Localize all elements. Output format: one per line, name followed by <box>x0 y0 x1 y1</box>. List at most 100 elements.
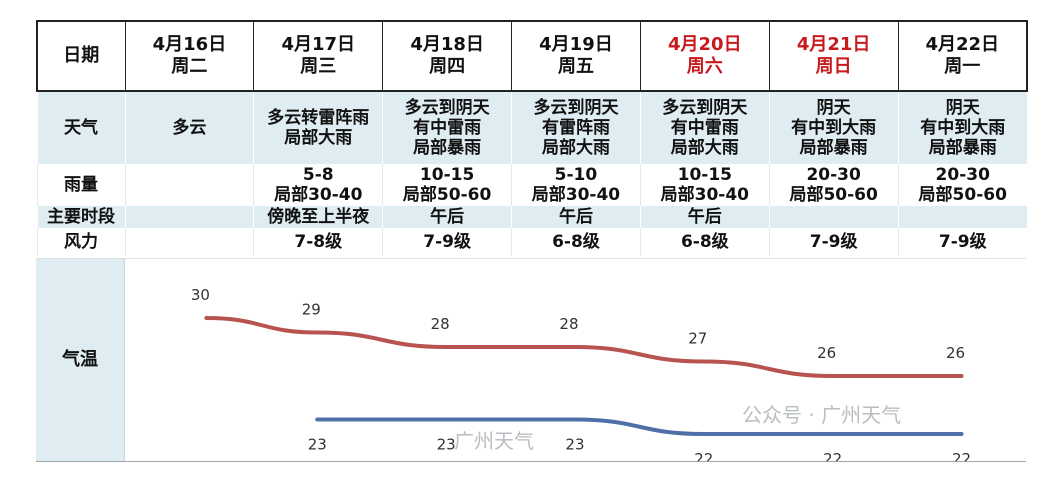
watermark-left: 广州天气 <box>454 429 534 453</box>
rain-cell-7-line-1: 20-30 <box>935 165 990 185</box>
time-cell-3: 午后 <box>382 206 512 228</box>
high-temp-label-1: 30 <box>191 286 210 304</box>
low-temp-label-4: 23 <box>565 436 584 454</box>
date-cell-5-line-1: 4月20日 <box>668 34 742 55</box>
wind-cell-6: 7-9级 <box>768 228 899 256</box>
date-cell-4: 4月19日 周五 <box>511 20 641 92</box>
weather-cell-2: 多云转雷阵雨 局部大雨 <box>253 91 383 164</box>
weather-cell-1-line-1: 多云 <box>172 118 207 138</box>
time-cell-2-line-1: 傍晚至上半夜 <box>267 207 370 227</box>
wind-cell-4: 6-8级 <box>511 228 641 256</box>
date-cell-7: 4月22日 周一 <box>897 20 1028 92</box>
weather-cell-3: 多云到阴天 有中雷雨 局部暴雨 <box>382 91 512 164</box>
weather-cell-7: 阴天 有中到大雨 局部暴雨 <box>897 91 1027 164</box>
high-temp-label-2: 29 <box>302 301 321 319</box>
weather-cell-3-line-1: 多云到阴天 <box>404 98 490 118</box>
weather-cell-5-line-2: 有中雷雨 <box>670 118 739 138</box>
weather-cell-6-line-3: 局部暴雨 <box>799 138 868 158</box>
rain-cell-2-line-1: 5-8 <box>302 165 334 185</box>
time-cell-3-line-1: 午后 <box>430 207 465 227</box>
rain-cell-2-line-2: 局部30-40 <box>274 185 363 205</box>
row-label-wind: 风力 <box>36 228 125 256</box>
weather-cell-3-line-2: 有中雷雨 <box>413 118 482 138</box>
high-temp-label-3: 28 <box>431 315 450 333</box>
row-label-rain: 雨量 <box>36 164 125 206</box>
weather-cell-2-line-1: 多云转雷阵雨 <box>267 108 370 128</box>
time-cell-5-line-1: 午后 <box>687 207 722 227</box>
date-cell-1: 4月16日 周二 <box>124 20 254 92</box>
temperature-section: 气温 30 29 28 28 27 26 26 23 23 23 22 22 22 广州天气 公众号 ·… <box>36 258 1026 462</box>
wind-cell-7: 7-9级 <box>897 228 1027 256</box>
weather-cell-5-line-3: 局部大雨 <box>670 138 739 158</box>
rain-cell-3-line-2: 局部50-60 <box>402 185 492 205</box>
high-temp-label-6: 26 <box>817 344 836 362</box>
weather-cell-4-line-3: 局部大雨 <box>541 138 610 158</box>
wind-cell-2: 7-8级 <box>253 228 383 256</box>
row-label-temp: 气温 <box>62 349 98 370</box>
weather-row: 天气 多云 多云转雷阵雨 局部大雨 多云到阴天 有中雷雨 局部暴雨 多云到阴天 有雷阵雨 局部大… <box>36 91 1027 164</box>
date-cell-7-line-1: 4月22日 <box>925 34 1000 55</box>
time-cell-5: 午后 <box>639 206 770 228</box>
row-label-date: 日期 <box>36 20 125 92</box>
wind-cell-4-line-1: 6-8级 <box>552 232 600 252</box>
row-label-weather: 天气 <box>36 91 125 164</box>
date-cell-4-line-2: 周五 <box>557 56 594 77</box>
temperature-label-cell: 气温 <box>36 259 125 461</box>
weather-cell-7-line-1: 阴天 <box>945 98 980 118</box>
rain-cell-5-line-2: 局部30-40 <box>660 185 749 205</box>
date-cell-4-line-1: 4月19日 <box>539 34 613 55</box>
weather-cell-6: 阴天 有中到大雨 局部暴雨 <box>768 91 899 164</box>
wind-cell-5-line-1: 6-8级 <box>680 232 729 252</box>
wind-cell-6-line-1: 7-9级 <box>809 232 858 252</box>
rain-cell-6: 20-30 局部50-60 <box>768 164 899 206</box>
rain-cell-3-line-1: 10-15 <box>419 165 475 185</box>
rain-cell-5-line-1: 10-15 <box>677 165 732 185</box>
weather-cell-5-line-1: 多云到阴天 <box>662 98 748 118</box>
date-cell-6: 4月21日 周日 <box>768 20 899 92</box>
high-temp-label-7: 26 <box>946 344 965 362</box>
date-cell-5-line-2: 周六 <box>686 56 723 77</box>
low-temp-label-6: 22 <box>823 450 842 461</box>
date-cell-1-line-2: 周二 <box>171 56 208 77</box>
weather-cell-3-line-3: 局部暴雨 <box>413 138 482 158</box>
time-cell-4-line-1: 午后 <box>558 207 593 227</box>
wind-cell-7-line-1: 7-9级 <box>938 232 987 252</box>
wind-cell-3-line-1: 7-9级 <box>423 232 471 252</box>
date-cell-5: 4月20日 周六 <box>639 20 770 92</box>
rain-cell-4-line-2: 局部30-40 <box>531 185 621 205</box>
row-label-time: 主要时段 <box>36 206 125 228</box>
time-cell-2: 傍晚至上半夜 <box>253 206 383 228</box>
forecast-panel: 日期 4月16日 周二 4月17日 周三 4月18日 周四 4月19日 周五 4月20日 周六 4月… <box>36 20 1028 462</box>
time-cell-7 <box>897 206 1027 228</box>
rain-cell-7: 20-30 局部50-60 <box>897 164 1027 206</box>
weather-cell-1: 多云 <box>124 91 254 164</box>
weather-cell-7-line-3: 局部暴雨 <box>928 138 997 158</box>
wind-row: 风力 7-8级 7-9级 6-8级 6-8级 7-9级 7-9级 <box>36 228 1027 256</box>
weather-cell-5: 多云到阴天 有中雷雨 局部大雨 <box>639 91 770 164</box>
low-temp-label-3: 23 <box>437 436 456 454</box>
temperature-chart: 30 29 28 28 27 26 26 23 23 23 22 22 22 <box>191 286 971 461</box>
rain-cell-4: 5-10 局部30-40 <box>511 164 641 206</box>
rain-row: 雨量 5-8 局部30-40 10-15 局部50-60 5-10 局部30-40 10-1… <box>36 164 1027 206</box>
low-temp-label-5: 22 <box>694 450 713 461</box>
weather-cell-2-line-2: 局部大雨 <box>284 128 353 148</box>
date-cell-3-line-1: 4月18日 <box>410 34 484 55</box>
low-temp-line <box>315 417 964 436</box>
time-cell-4: 午后 <box>511 206 641 228</box>
weather-cell-7-line-2: 有中到大雨 <box>920 118 1006 138</box>
rain-cell-4-line-1: 5-10 <box>554 165 598 185</box>
date-row: 日期 4月16日 周二 4月17日 周三 4月18日 周四 4月19日 周五 4月20日 周六 4月… <box>36 20 1028 92</box>
high-temp-label-5: 27 <box>688 330 707 348</box>
date-cell-2: 4月17日 周三 <box>253 20 383 92</box>
weather-cell-6-line-2: 有中到大雨 <box>791 118 877 138</box>
forecast-table: 日期 4月16日 周二 4月17日 周三 4月18日 周四 4月19日 周五 4月20日 周六 4月… <box>36 20 1028 256</box>
date-cell-1-line-1: 4月16日 <box>152 34 227 55</box>
rain-cell-3: 10-15 局部50-60 <box>382 164 512 206</box>
high-temp-line <box>204 316 964 378</box>
wind-cell-2-line-1: 7-8级 <box>294 232 343 252</box>
rain-cell-5: 10-15 局部30-40 <box>639 164 770 206</box>
weather-cell-4-line-1: 多云到阴天 <box>533 98 619 118</box>
weather-cell-4: 多云到阴天 有雷阵雨 局部大雨 <box>511 91 641 164</box>
wind-cell-1 <box>124 228 254 256</box>
time-cell-1 <box>124 206 254 228</box>
